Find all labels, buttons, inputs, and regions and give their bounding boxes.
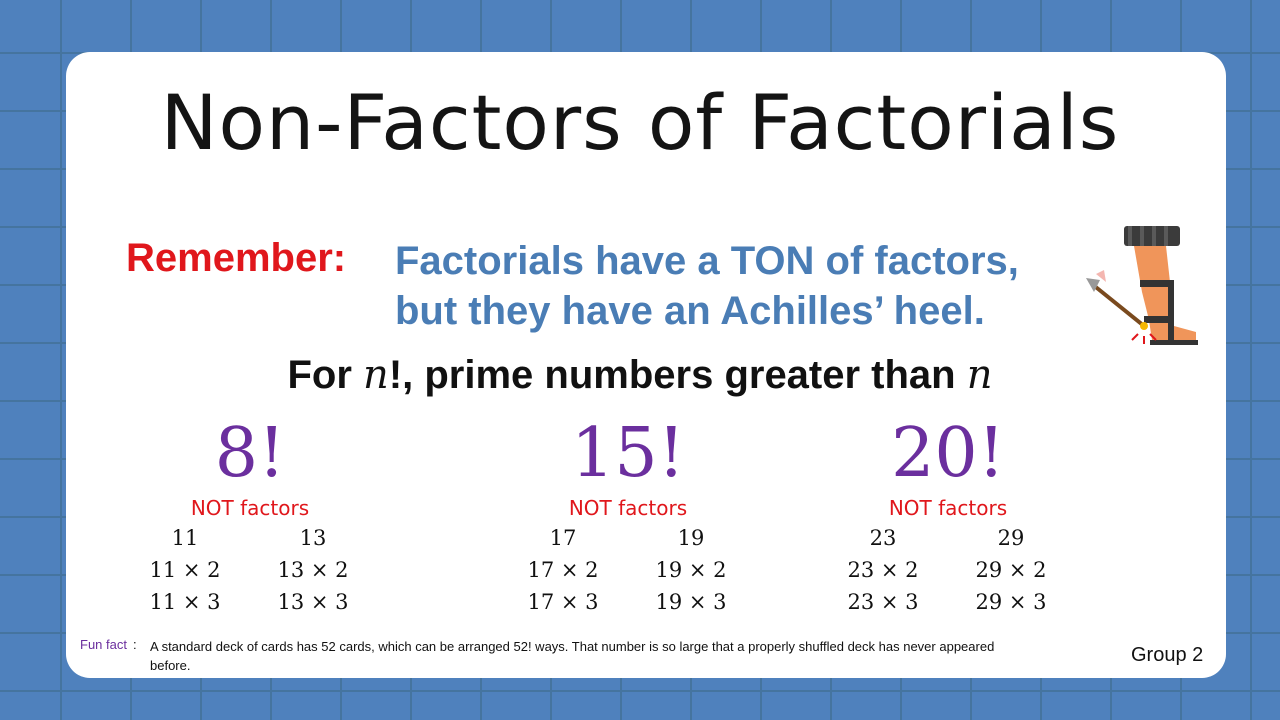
- non-factor-item: 29 × 3: [975, 590, 1047, 614]
- remember-line-1: Factorials have a TON of factors,: [395, 239, 1019, 283]
- fun-fact-text: A standard deck of cards has 52 cards, w…: [150, 639, 995, 673]
- non-factor-item: 11 × 2: [149, 558, 221, 582]
- remember-line-2: but they have an Achilles’ heel.: [395, 289, 985, 333]
- non-factor-item: 19: [677, 526, 705, 550]
- not-factors-caption: NOT factors: [888, 496, 1008, 520]
- factorial-value: 8!: [214, 414, 286, 493]
- non-factor-item: 17 × 2: [527, 558, 599, 582]
- non-factor-item: 13: [299, 526, 327, 550]
- non-factor-item: 29 × 2: [975, 558, 1047, 582]
- rule-statement: For n!, prime numbers greater than n: [287, 352, 993, 398]
- fun-fact-separator: :: [133, 637, 137, 652]
- non-factor-item: 19 × 2: [655, 558, 727, 582]
- non-factor-item: 11: [171, 526, 199, 550]
- fun-fact-label: Fun fact: [80, 637, 127, 652]
- variable-n: n: [966, 352, 993, 398]
- non-factor-item: 17 × 3: [527, 590, 599, 614]
- group-label: Group 2: [1131, 644, 1204, 666]
- achilles-heel-icon: [1086, 226, 1198, 345]
- not-factors-caption: NOT factors: [190, 496, 310, 520]
- non-factor-item: 13 × 3: [277, 590, 349, 614]
- factorial-value: 20!: [891, 414, 1005, 493]
- factorial-column: 20! NOT factors 23 29 23 × 2 29 × 2 23 ×…: [818, 414, 1078, 626]
- factorial-value: 15!: [571, 414, 685, 493]
- not-factors-caption: NOT factors: [568, 496, 688, 520]
- non-factor-item: 23 × 3: [847, 590, 919, 614]
- slide-title: Non-Factors of Factorials: [160, 78, 1120, 167]
- factorial-column: 8! NOT factors 11 13 11 × 2 13 × 2 11 × …: [120, 414, 380, 626]
- non-factor-item: 19 × 3: [655, 590, 727, 614]
- non-factor-item: 23: [869, 526, 897, 550]
- non-factor-item: 29: [997, 526, 1025, 550]
- non-factor-item: 17: [549, 526, 577, 550]
- factorial-column: 15! NOT factors 17 19 17 × 2 19 × 2 17 ×…: [498, 414, 758, 626]
- non-factor-item: 13 × 2: [277, 558, 349, 582]
- non-factor-item: 11 × 3: [149, 590, 221, 614]
- remember-label: Remember:: [126, 236, 347, 280]
- remember-text: Factorials have a TON of factors, but th…: [395, 236, 1019, 336]
- slide-card: [66, 52, 1226, 678]
- non-factor-item: 23 × 2: [847, 558, 919, 582]
- variable-n: n: [363, 352, 389, 398]
